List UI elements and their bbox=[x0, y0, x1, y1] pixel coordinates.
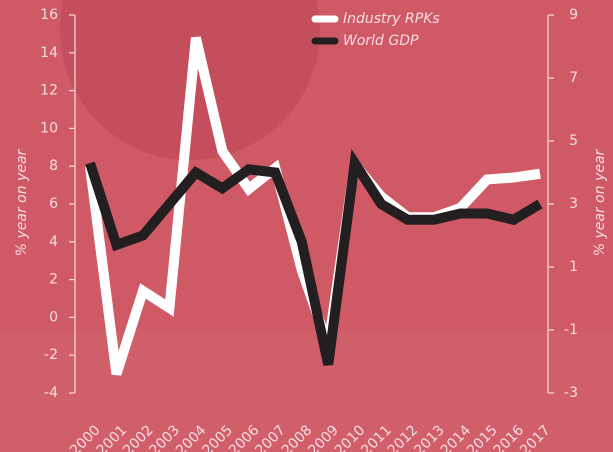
y-tick-label: -2 bbox=[44, 347, 58, 363]
line-series bbox=[85, 148, 543, 366]
background-shape bbox=[0, 330, 613, 452]
legend-label: World GDP bbox=[343, 33, 419, 49]
y2-axis-label: % year on year bbox=[592, 148, 608, 256]
y-tick-label: 16 bbox=[40, 7, 58, 23]
legend-label: Industry RPKs bbox=[343, 11, 440, 27]
y-tick-label: 2 bbox=[49, 272, 58, 288]
y-tick-label: 14 bbox=[40, 45, 58, 61]
y2-tick-label: 5 bbox=[569, 133, 578, 149]
y2-tick-label: -3 bbox=[564, 385, 578, 401]
y-tick-label: 0 bbox=[49, 309, 58, 325]
y-tick-label: 10 bbox=[40, 120, 58, 136]
y-tick-label: 4 bbox=[49, 234, 58, 250]
y2-tick-label: 9 bbox=[569, 7, 578, 23]
y-axis-label: % year on year bbox=[14, 148, 30, 256]
y-tick-label: 12 bbox=[40, 83, 58, 99]
y2-tick-label: -1 bbox=[564, 322, 578, 338]
y2-tick-label: 1 bbox=[569, 259, 578, 275]
y-tick-label: 6 bbox=[49, 196, 58, 212]
y-tick-label: -4 bbox=[44, 385, 58, 401]
y2-tick-label: 3 bbox=[569, 196, 578, 212]
y2-tick-label: 7 bbox=[569, 70, 578, 86]
y-tick-label: 8 bbox=[49, 158, 58, 174]
